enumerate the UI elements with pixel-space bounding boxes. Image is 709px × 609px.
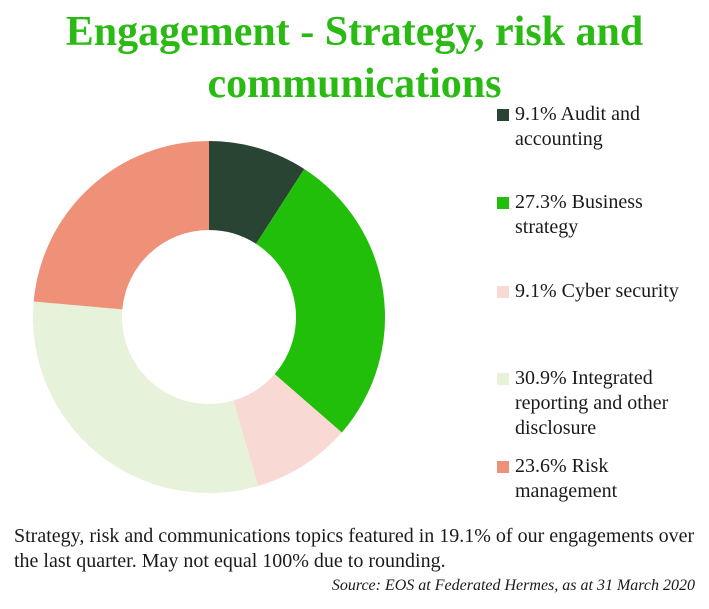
legend-item-risk-management: 23.6% Risk management <box>497 454 707 504</box>
legend-item-integrated-reporting: 30.9% Integrated reporting and other dis… <box>497 366 707 441</box>
donut-slice-business-strategy <box>256 168 386 433</box>
source-note: Source: EOS at Federated Hermes, as at 3… <box>331 577 695 594</box>
legend-label-risk-management: 23.6% Risk management <box>515 455 618 502</box>
donut-slice-risk-management <box>33 141 210 310</box>
donut-slice-audit <box>209 141 305 244</box>
chart-title: Engagement - Strategy, risk and communic… <box>0 6 709 110</box>
legend-label-audit: 9.1% Audit and accounting <box>515 103 640 150</box>
legend-swatch-cyber-security <box>497 286 509 298</box>
legend-item-cyber-security: 9.1% Cyber security <box>497 279 707 304</box>
caption: Strategy, risk and communications topics… <box>14 525 695 572</box>
legend-swatch-business-strategy <box>497 197 509 209</box>
donut-slice-cyber-security <box>233 374 342 487</box>
legend-label-integrated-reporting: 30.9% Integrated reporting and other dis… <box>515 367 669 439</box>
legend-swatch-audit <box>497 109 509 121</box>
title-line-2: communications <box>207 61 502 107</box>
legend-swatch-integrated-reporting <box>497 373 509 385</box>
legend-item-audit: 9.1% Audit and accounting <box>497 102 707 152</box>
title-line-1: Engagement - Strategy, risk and <box>65 9 644 55</box>
legend-label-cyber-security: 9.1% Cyber security <box>515 280 679 302</box>
legend-item-business-strategy: 27.3% Business strategy <box>497 190 707 240</box>
legend-label-business-strategy: 27.3% Business strategy <box>515 191 643 238</box>
donut-chart <box>33 141 386 493</box>
legend-swatch-risk-management <box>497 461 509 473</box>
donut-slice-integrated-reporting <box>33 301 259 493</box>
